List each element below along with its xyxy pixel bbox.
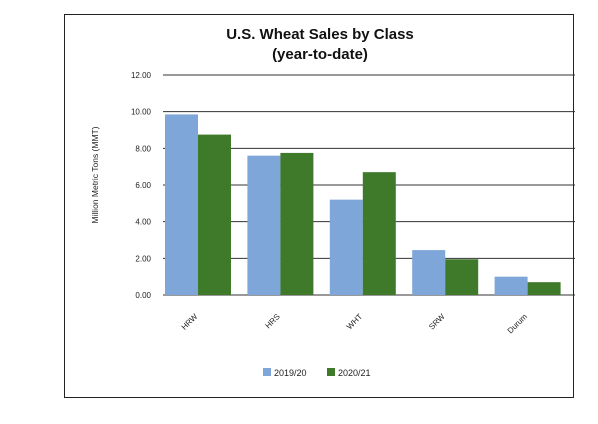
legend-label: 2020/21 xyxy=(338,368,371,378)
category-labels: HRW HRS WHT SRW Durum xyxy=(180,312,530,336)
chart-subtitle: (year-to-date) xyxy=(272,46,368,63)
x-tick-label: WHT xyxy=(345,312,364,331)
y-tick-label: 6.00 xyxy=(135,181,151,190)
chart-frame: U.S. Wheat Sales by Class (year-to-date)… xyxy=(64,14,575,398)
legend: 2019/20 2020/21 xyxy=(263,368,371,378)
bar-wht-2020-21 xyxy=(362,172,396,295)
bar-chart: U.S. Wheat Sales by Class (year-to-date)… xyxy=(90,26,575,378)
y-axis-label: Million Metric Tons (MMT) xyxy=(90,126,100,223)
y-tick-label: 10.00 xyxy=(131,108,152,117)
x-tick-label: HRW xyxy=(180,312,200,332)
y-tick-label: 2.00 xyxy=(135,254,151,263)
bar-hrs-2019-20 xyxy=(247,155,281,295)
bars xyxy=(165,114,561,296)
bar-durum-2019-20 xyxy=(494,276,528,295)
bar-hrs-2020-21 xyxy=(280,152,314,295)
x-tick-label: HRS xyxy=(264,312,282,330)
legend-swatch xyxy=(327,368,335,376)
bar-srw-2019-20 xyxy=(412,250,446,295)
x-tick-label: Durum xyxy=(506,312,530,336)
legend-swatch xyxy=(263,368,271,376)
x-tick-label: SRW xyxy=(427,312,447,332)
bar-hrw-2019-20 xyxy=(165,114,198,296)
chart-title: U.S. Wheat Sales by Class xyxy=(226,26,414,43)
y-tick-label: 12.00 xyxy=(131,71,152,80)
bar-hrw-2020-21 xyxy=(198,134,231,295)
bar-durum-2020-21 xyxy=(527,282,561,295)
bar-srw-2020-21 xyxy=(445,259,479,295)
y-tick-label: 4.00 xyxy=(135,218,151,227)
y-tick-label: 0.00 xyxy=(135,291,151,300)
bar-wht-2019-20 xyxy=(329,199,363,295)
y-tick-label: 8.00 xyxy=(135,144,151,153)
legend-label: 2019/20 xyxy=(274,368,307,378)
